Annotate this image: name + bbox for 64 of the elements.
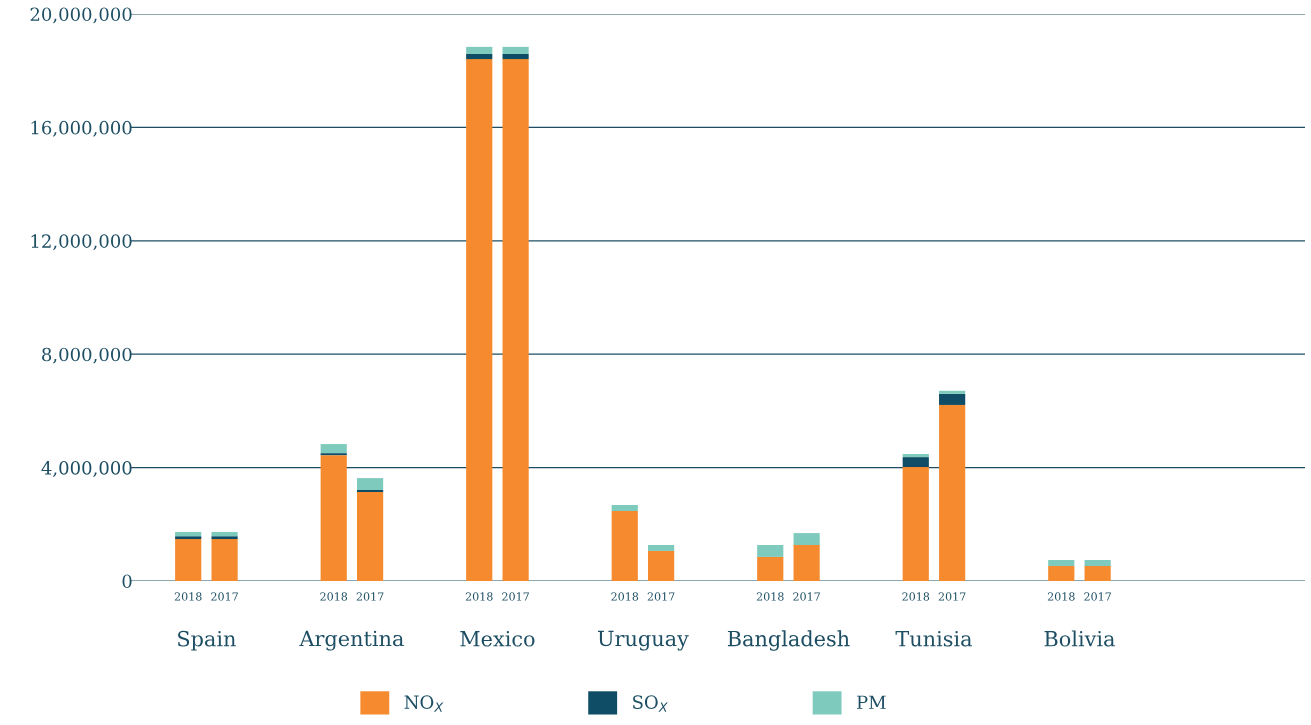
bar: [1048, 560, 1075, 566]
bar: [502, 53, 529, 60]
bar: [502, 59, 529, 581]
bar: [211, 536, 238, 540]
x-tick-label: 2017: [938, 592, 966, 601]
bar: [902, 453, 929, 458]
x-tick-label: 2017: [647, 592, 675, 601]
bar: [175, 536, 202, 540]
x-tick-label: 2018: [902, 592, 930, 601]
text: Spain: [178, 630, 236, 651]
text: Bangladesh: [727, 630, 850, 651]
text: Mexico: [460, 630, 535, 647]
bar: [357, 478, 384, 490]
x-tick-label: 2018: [174, 592, 202, 601]
text: Bolivia: [1044, 630, 1115, 647]
legend-label: PM: [856, 695, 886, 709]
x-tick-label: 2018: [465, 592, 493, 601]
bar: [1084, 565, 1111, 581]
bar: [175, 539, 202, 581]
y-tick-label: 20,000,000: [30, 7, 132, 24]
bar: [757, 556, 784, 581]
bar: [757, 545, 784, 557]
bar: [502, 46, 529, 54]
bar: [211, 539, 238, 581]
bar: [648, 550, 675, 581]
x-tick-label: 2017: [211, 592, 238, 601]
y-tick-label: 4,000,000: [41, 461, 132, 477]
bar: [939, 404, 966, 581]
bar: [1084, 560, 1111, 566]
x-tick-label: 2017: [502, 592, 529, 601]
y-tick-label: 8,000,000: [42, 347, 132, 364]
bar: [902, 457, 929, 468]
bar: [902, 467, 929, 581]
bar: [939, 390, 966, 394]
bar: [466, 53, 493, 60]
y-tick-label: 16,000,000: [31, 120, 132, 137]
y-tick-label: 0: [122, 574, 132, 589]
x-tick-label: 2018: [1047, 592, 1075, 601]
legend-label: SO$_{X}$: [633, 695, 668, 712]
bar: [466, 46, 493, 54]
bar: [1048, 565, 1075, 581]
bar: [357, 491, 384, 581]
bar: [466, 59, 493, 581]
x-tick-label: 2018: [756, 592, 784, 601]
bar: [939, 393, 966, 405]
bar: [175, 531, 202, 537]
bar: [793, 533, 820, 545]
x-tick-label: 2018: [320, 592, 348, 601]
bar: [648, 545, 675, 551]
legend-label: NO$_{X}$: [404, 695, 444, 712]
y-tick-label: 12,000,000: [31, 234, 132, 251]
bar: [793, 545, 820, 581]
x-tick-label: 2017: [356, 592, 384, 601]
x-tick-label: 2017: [793, 592, 820, 601]
bar: [320, 444, 347, 454]
bar: [211, 531, 238, 537]
bar: [611, 510, 638, 581]
text: Tunisia: [895, 630, 972, 647]
bar: [320, 455, 347, 581]
text: Uruguay: [597, 630, 689, 651]
x-tick-label: 2018: [611, 592, 639, 601]
text: Argentina: [299, 630, 404, 651]
x-tick-label: 2017: [1084, 592, 1111, 601]
bar: [611, 505, 638, 511]
